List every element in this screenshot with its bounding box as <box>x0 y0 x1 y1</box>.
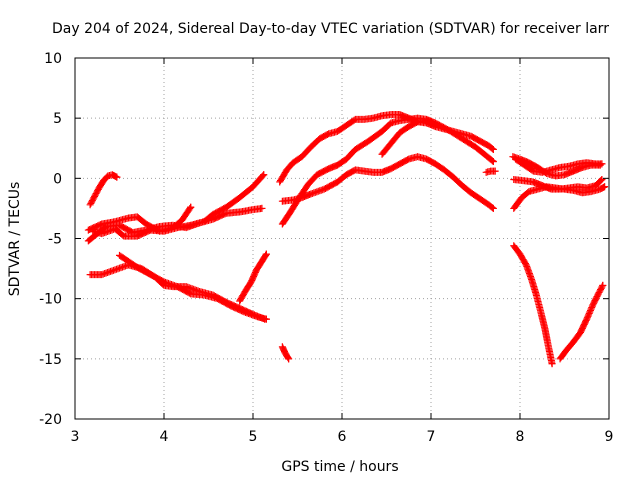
data-point <box>113 173 121 181</box>
data-point <box>599 281 607 289</box>
data-point <box>112 173 120 181</box>
series-arc-r <box>510 242 556 368</box>
data-point <box>262 250 270 258</box>
y-tick-label: -10 <box>39 292 62 308</box>
data-point <box>598 176 606 184</box>
data-point <box>601 183 609 191</box>
x-tick-label: 9 <box>605 429 614 445</box>
y-tick-label: 10 <box>44 51 62 67</box>
series-arc-h <box>278 343 293 363</box>
series-arc-k <box>278 153 497 212</box>
series-arc-s <box>556 281 607 363</box>
x-tick-label: 8 <box>516 429 525 445</box>
data-point <box>548 360 556 368</box>
data-point <box>186 205 194 213</box>
series-arc-g <box>236 250 270 305</box>
data-point <box>489 145 497 153</box>
data-point <box>284 354 292 362</box>
series-arc-c <box>84 203 195 235</box>
data-point <box>262 315 270 323</box>
series-arc-a <box>86 171 121 209</box>
series-arc-q <box>510 183 609 212</box>
y-tick-label: -5 <box>48 232 62 248</box>
data-point <box>598 283 606 291</box>
y-tick-label: 5 <box>53 111 62 127</box>
data-point <box>489 157 497 165</box>
data-point <box>429 119 437 127</box>
x-tick-label: 7 <box>427 429 436 445</box>
data-point <box>258 204 266 212</box>
chart-title: Day 204 of 2024, Sidereal Day-to-day VTE… <box>52 21 609 37</box>
series-arc-d <box>89 171 268 240</box>
x-axis-label: GPS time / hours <box>281 459 398 475</box>
data-point <box>491 167 499 175</box>
grid-lines <box>75 58 609 419</box>
data-point <box>260 171 268 179</box>
x-tick-label: 6 <box>338 429 347 445</box>
data-point <box>489 204 497 212</box>
series-arc-l <box>378 117 437 158</box>
data-point <box>599 183 607 191</box>
data-point <box>488 145 496 153</box>
series-arc-f <box>116 251 270 323</box>
data-point <box>597 177 605 185</box>
data-point <box>488 157 496 165</box>
x-tick-label: 5 <box>249 429 258 445</box>
data-marks <box>84 111 609 368</box>
data-point <box>187 203 195 211</box>
data-point <box>262 251 270 259</box>
axis-ticks: 3 4 5 6 7 8 9 -20 -15 -10 -5 0 5 10 <box>39 51 613 445</box>
series-arc-o <box>512 155 606 176</box>
data-point <box>259 172 267 180</box>
y-axis-label: SDTVAR / TECUs <box>7 182 23 297</box>
series-arc-m <box>482 167 499 176</box>
x-tick-label: 3 <box>71 429 80 445</box>
y-tick-label: 0 <box>53 171 62 187</box>
y-tick-label: -20 <box>39 412 62 428</box>
data-point <box>598 160 606 168</box>
data-point <box>488 204 496 212</box>
x-tick-label: 4 <box>160 429 169 445</box>
y-tick-label: -15 <box>39 352 62 368</box>
data-point <box>285 355 293 363</box>
